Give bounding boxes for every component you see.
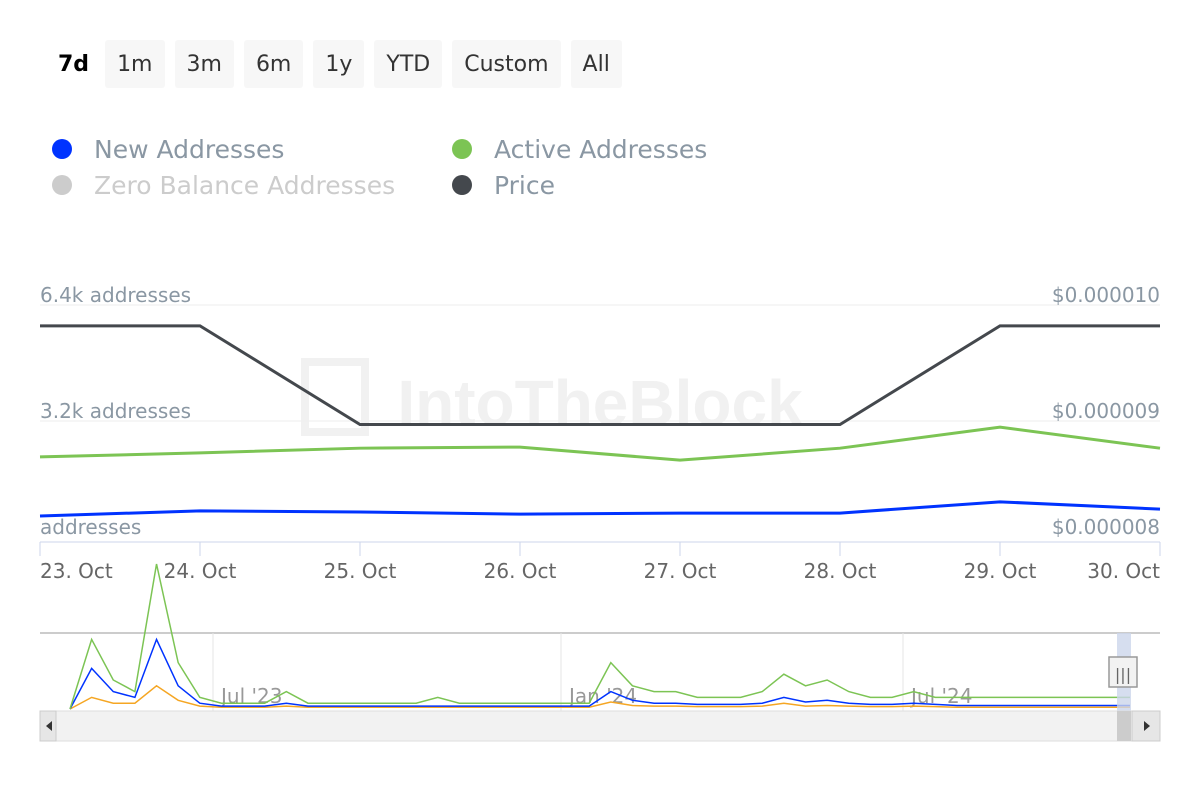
series-line-active-addresses [39,425,1161,462]
watermark: IntoTheBlock [397,367,803,439]
legend-dot-icon [452,175,472,195]
x-tick-label: 25. Oct [324,559,397,583]
range-button-ytd[interactable]: YTD [374,40,443,88]
x-tick-label: 27. Oct [644,559,717,583]
range-button-all[interactable]: All [570,40,622,88]
range-selector: 7d 1m 3m 6m 1y YTD Custom All [52,40,622,88]
legend-dot-icon [52,175,72,195]
x-tick-label: 29. Oct [964,559,1037,583]
legend-item-active-addresses[interactable]: Active Addresses [452,132,772,166]
navigator-label: Jul '23 [219,684,282,708]
x-tick-label: 24. Oct [164,559,237,583]
range-button-1m[interactable]: 1m [105,40,165,88]
legend-label: Zero Balance Addresses [94,170,396,200]
range-button-6m[interactable]: 6m [243,40,304,88]
range-button-1y[interactable]: 1y [313,40,365,88]
legend-dot-icon [52,139,72,159]
y-right-tick-label: $0.000010 [1052,283,1160,307]
legend-label: Price [494,170,555,200]
navigator-series-new [69,637,1130,710]
series-line-new-addresses [39,500,1161,518]
arrow-left-icon [46,721,52,731]
x-tick-label: 23. Oct [40,559,113,583]
arrow-right-icon [1144,721,1150,731]
navigator-series-zero [69,684,1130,710]
navigator-series-active [69,563,1130,710]
handle-grip-icon: ||| [1115,665,1131,684]
x-tick-label: 28. Oct [804,559,877,583]
y-left-tick-label: addresses [40,515,141,539]
x-tick-label: 30. Oct [1087,559,1160,583]
scrollbar-track[interactable] [39,710,1161,742]
range-button-3m[interactable]: 3m [174,40,234,88]
legend-label: New Addresses [94,134,285,164]
watermark-logo-icon [301,358,369,436]
legend-item-new-addresses[interactable]: New Addresses [52,132,452,166]
y-left-tick-label: 6.4k addresses [40,283,191,307]
range-button-custom[interactable]: Custom [452,40,561,88]
series-line-price [40,324,1160,426]
legend-item-zero-balance-addresses[interactable]: Zero Balance Addresses [52,168,452,202]
range-button-7d[interactable]: 7d [58,51,90,77]
y-right-tick-label: $0.000008 [1052,515,1160,539]
y-left-tick-label: 3.2k addresses [40,399,191,423]
scrollbar-thumb[interactable] [1117,711,1131,741]
legend-label: Active Addresses [494,134,708,164]
legend-dot-icon [452,139,472,159]
legend-item-price[interactable]: Price [452,168,772,202]
legend: New Addresses Active Addresses Zero Balanc… [52,132,772,202]
navigator-handle[interactable] [1108,656,1138,688]
x-tick-label: 26. Oct [484,559,557,583]
y-right-tick-label: $0.000009 [1052,399,1160,423]
scroll-right-button[interactable] [1131,710,1161,742]
